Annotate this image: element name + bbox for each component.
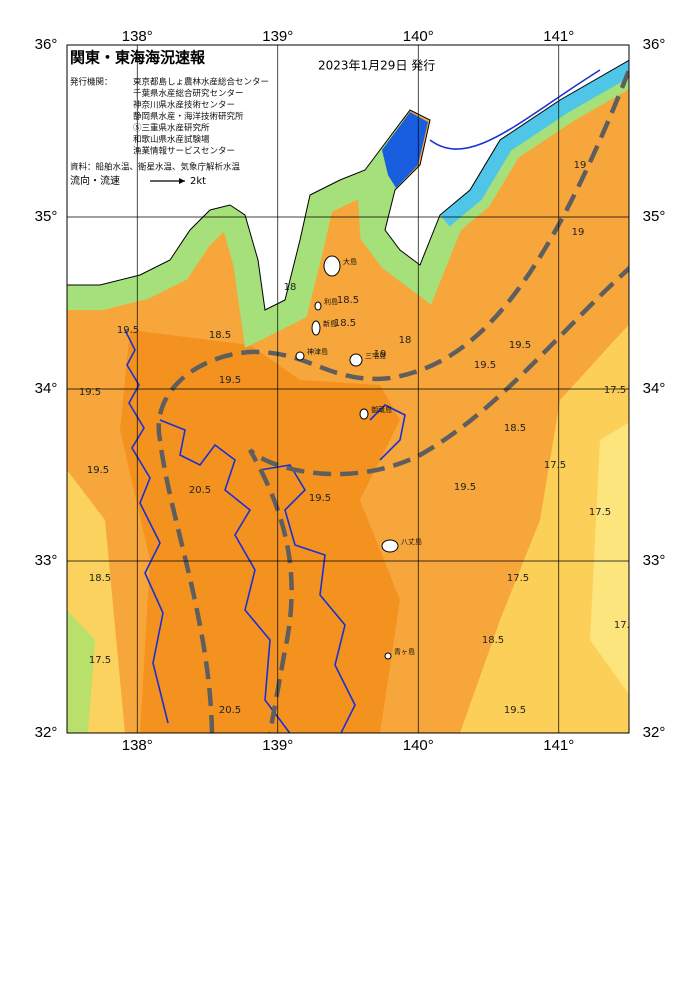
map-frame — [66, 44, 630, 734]
isotherm-label: 20.5 — [189, 485, 211, 496]
island — [381, 539, 399, 553]
issue-date: 2023年1月29日 発行 — [318, 59, 435, 73]
isotherm-lines — [124, 69, 601, 733]
issuer: 漁業情報サービスセンター — [133, 146, 235, 157]
isotherm-label: 18 — [284, 282, 297, 293]
isotherm-label: 17.5 — [89, 655, 111, 666]
lon-label: 140° — [403, 28, 434, 45]
cool-water — [460, 324, 629, 733]
cool-water — [67, 610, 95, 733]
isotherm-label: 19 — [374, 349, 387, 360]
isotherm-label: 17.5 — [589, 507, 611, 518]
isotherm-label: 17.5 — [604, 385, 626, 396]
island — [359, 408, 369, 420]
isotherm-label: 19.5 — [117, 325, 139, 336]
graticule — [67, 45, 629, 733]
tokyo-bay — [382, 112, 428, 188]
place-name: 神津島 — [307, 347, 328, 356]
kuroshio-axis — [156, 63, 629, 733]
isotherm-label: 18.5 — [209, 330, 231, 341]
lat-label: 35° — [35, 208, 58, 225]
lat-label: 36° — [643, 36, 666, 53]
flow-scale: 2kt — [190, 176, 206, 187]
lon-label: 139° — [262, 737, 293, 754]
issuer: 千葉県水産総合研究センター — [133, 88, 244, 99]
island — [311, 320, 321, 336]
isotherm-label: 19 — [572, 227, 585, 238]
lon-label: 141° — [543, 737, 574, 754]
flow-legend: 流向・流速 — [70, 174, 120, 187]
place-name: 青ヶ島 — [394, 647, 415, 656]
isotherm-label: 18.5 — [337, 295, 359, 306]
lat-label: 32° — [643, 724, 666, 741]
isotherm-label: 19.5 — [79, 387, 101, 398]
place-name: 御蔵島 — [371, 405, 392, 414]
place-name: 利島 — [324, 297, 338, 306]
place-name: 三宅島 — [365, 351, 386, 360]
lat-label: 34° — [643, 380, 666, 397]
lat-label: 32° — [35, 724, 58, 741]
isotherm-label: 19.5 — [219, 375, 241, 386]
lon-label: 138° — [122, 28, 153, 45]
warm-water — [120, 330, 400, 733]
isotherm-label: 18.5 — [504, 423, 526, 434]
isotherm-label: 19.5 — [454, 482, 476, 493]
isotherm-label: 17.5 — [614, 620, 636, 631]
issuer: 東京都島しょ農林水産総合センター — [133, 77, 269, 88]
isotherm-label: 18.5 — [89, 573, 111, 584]
isotherm-label: 17.5 — [507, 573, 529, 584]
issuer: 神奈川県水産技術センター — [133, 100, 235, 111]
axes: 138° 138° 139° 139° 140° 140° 141° 141° 36° 36° 35… — [35, 28, 666, 754]
isotherm-label: 19.5 — [504, 705, 526, 716]
issuer: 静岡県水産・海洋技術研究所 — [133, 111, 244, 122]
issuer-list: 東京都島しょ農林水産総合センター千葉県水産総合研究センター神奈川県水産技術センタ… — [133, 77, 269, 157]
island — [323, 255, 341, 277]
isotherm-label: 18.5 — [334, 318, 356, 329]
isotherm-label: 18.5 — [482, 635, 504, 646]
issuer: 和歌山県水産試験場 — [133, 134, 210, 145]
place-name: 新島 — [323, 319, 337, 328]
isotherm-label: 20.5 — [219, 705, 241, 716]
isotherm-labels: 19.5 19.5 19.5 18.5 17.5 20.5 19.5 18.5 18 18.5 18… — [79, 160, 636, 716]
island — [314, 301, 322, 311]
lat-label: 36° — [35, 36, 58, 53]
isotherm-label: 19.5 — [87, 465, 109, 476]
island — [349, 353, 363, 367]
lat-label: 35° — [643, 208, 666, 225]
place-name: 八丈島 — [401, 537, 422, 546]
isotherm-label: 18 — [399, 335, 412, 346]
island — [384, 652, 392, 660]
lat-label: 33° — [35, 552, 58, 569]
data-source: 資料：船舶水温、衛星水温、気象庁解析水温 — [70, 162, 241, 173]
lon-label: 140° — [403, 737, 434, 754]
lon-label: 139° — [262, 28, 293, 45]
place-name: 大島 — [343, 257, 357, 266]
isotherm-label: 19 — [574, 160, 587, 171]
lat-label: 34° — [35, 380, 58, 397]
lon-label: 138° — [122, 737, 153, 754]
flow-arrow-head — [179, 178, 185, 184]
isotherm-label: 19.5 — [309, 493, 331, 504]
isotherm-label: 19.5 — [474, 360, 496, 371]
cool-water — [590, 422, 629, 695]
lon-label: 141° — [543, 28, 574, 45]
island — [295, 351, 305, 361]
isotherm-label: 19.5 — [509, 340, 531, 351]
issuer: Ⓢ三重県水産研究所 — [133, 123, 210, 134]
lat-label: 33° — [643, 552, 666, 569]
land — [67, 45, 629, 311]
issuer-label: 発行機関： — [70, 77, 113, 88]
title: 関東・東海海況速報 — [70, 49, 206, 67]
isotherm-label: 17.5 — [544, 460, 566, 471]
